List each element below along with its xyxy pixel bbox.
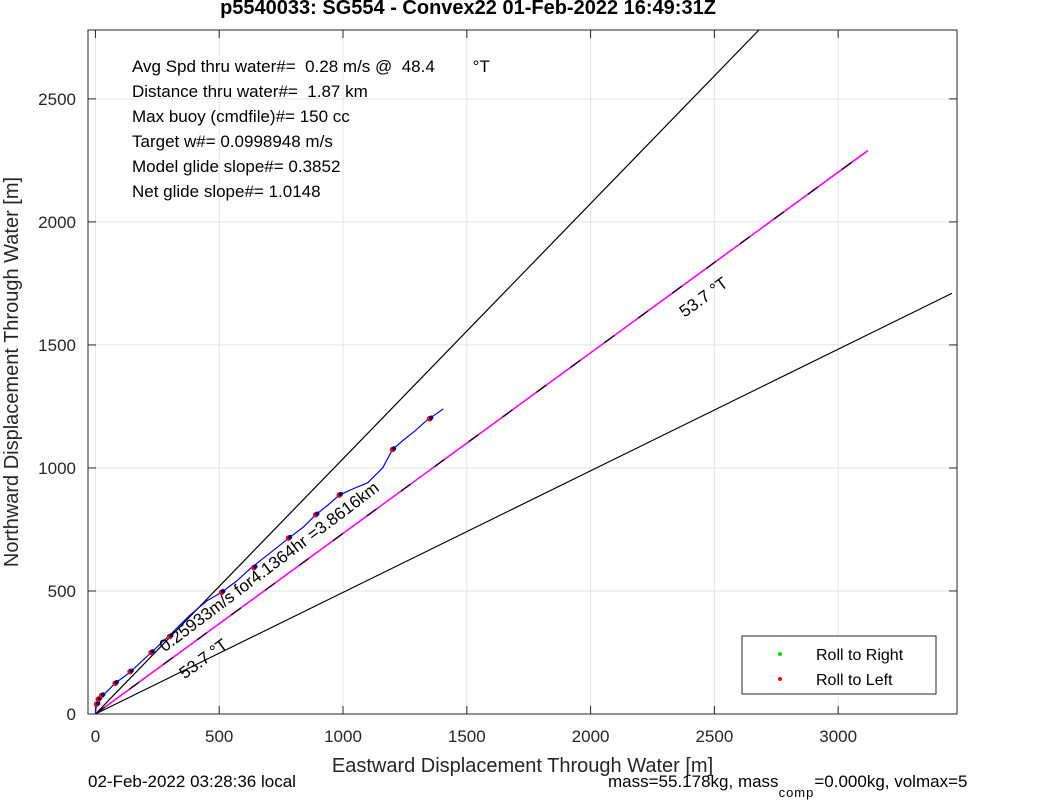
y-tick-label: 1500 [38, 336, 76, 355]
x-tick-label: 3000 [819, 727, 857, 746]
dive-point [220, 589, 226, 594]
cone-line-0 [94, 30, 760, 714]
dive-point [391, 446, 397, 451]
stat-line-4: Model glide slope#= 0.3852 [132, 157, 341, 176]
dive-point [315, 511, 320, 516]
y-axis-label: Northward Displacement Through Water [m] [1, 177, 23, 567]
y-tick-label: 2000 [38, 213, 76, 232]
legend-box [741, 635, 937, 695]
stat-line-1: Distance thru water#= 1.87 km [132, 82, 368, 101]
reference-lines [94, 30, 953, 714]
chart-title: p5540033: SG554 - Convex22 01-Feb-2022 1… [220, 0, 716, 19]
dive-point [169, 633, 174, 638]
dive-point [129, 668, 134, 673]
y-tick-label: 2500 [38, 90, 76, 109]
mass-label: mass=55.178kg, masscomp=0.000kg, volmax=… [608, 772, 968, 800]
legend-marker-0 [778, 652, 782, 656]
dive-point [287, 534, 293, 540]
local-time-label: 02-Feb-2022 03:28:36 local [88, 772, 296, 791]
x-axis-label: Eastward Displacement Through Water [m] [332, 755, 713, 777]
stat-line-5: Net glide slope#= 1.0148 [132, 182, 321, 201]
y-tick-label: 1000 [38, 459, 76, 478]
x-tick-label: 2500 [695, 727, 733, 746]
x-tick-label: 0 [91, 727, 100, 746]
x-tick-label: 500 [205, 727, 233, 746]
axes: 0 500 1000 1500 2000 2500 3000 0 500 1000 1500 2000… [1, 29, 958, 777]
mass-prefix: mass=55.178kg, mass [608, 772, 779, 791]
mass-suffix: =0.000kg, volmax=5 [814, 772, 968, 791]
stat-line-2: Max buoy (cmdfile)#= 150 cc [132, 107, 350, 126]
dive-point [100, 692, 106, 697]
x-tick-label: 1000 [324, 727, 362, 746]
x-tick-label: 2000 [572, 727, 610, 746]
bearing-line [94, 149, 869, 714]
y-tick-label: 500 [48, 582, 76, 601]
legend-label-1: Roll to Left [816, 672, 893, 689]
dive-point [338, 491, 343, 497]
stat-line-0: Avg Spd thru water#= 0.28 m/s @ 48.4 °T [132, 57, 490, 76]
dive-point [95, 700, 101, 706]
dive-point [253, 564, 258, 569]
y-tick-label: 0 [67, 705, 76, 724]
mass-subscript: comp [778, 785, 815, 800]
stat-line-3: Target w#= 0.0998948 m/s [132, 132, 333, 151]
dive-point [150, 649, 155, 654]
track-series [93, 408, 444, 714]
x-tick-label: 1500 [448, 727, 486, 746]
cone-line-1 [95, 292, 953, 714]
dive-point [428, 415, 434, 420]
axes-box [87, 29, 958, 715]
legend-label-0: Roll to Right [816, 647, 904, 664]
plot-area [88, 30, 957, 714]
legend: Roll to Right Roll to Left [741, 635, 937, 695]
legend-marker-1 [778, 677, 782, 681]
dive-point [114, 680, 119, 685]
